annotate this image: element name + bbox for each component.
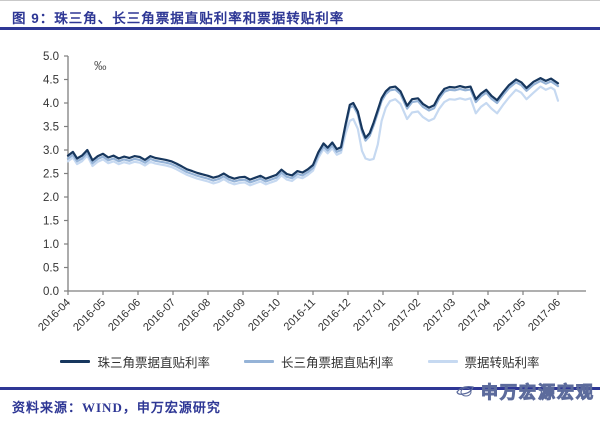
- x-tick-label: 2016-05: [71, 297, 108, 334]
- x-tick-label: 2017-05: [491, 297, 528, 334]
- x-tick-label: 2017-04: [456, 297, 493, 334]
- legend-line-swatch: [60, 360, 91, 363]
- watermark-text: 申万宏源宏观: [481, 382, 595, 402]
- x-tick-label: 2016-12: [316, 297, 353, 334]
- legend-item-changsanjiao: 长三角票据直贴利率: [243, 352, 394, 371]
- y-tick-label: 5.0: [43, 51, 59, 63]
- chart-legend: 珠三角票据直贴利率 长三角票据直贴利率 票据转贴利率: [0, 352, 600, 371]
- series-line-0: [66, 76, 560, 181]
- x-tick-label: 2017-01: [351, 297, 388, 334]
- x-tick-label: 2017-03: [421, 297, 458, 334]
- x-tick-label: 2016-07: [141, 297, 178, 334]
- legend-item-zhusanjiao: 珠三角票据直贴利率: [60, 352, 210, 371]
- y-tick-label: 4.0: [43, 98, 59, 110]
- y-tick-label: 0.5: [43, 263, 59, 275]
- y-tick-label: 1.5: [43, 216, 59, 228]
- footer-divider: [0, 387, 600, 390]
- y-tick-label: 2.5: [43, 169, 59, 181]
- title-divider: [0, 27, 600, 30]
- y-tick-label: 3.0: [43, 145, 59, 157]
- x-tick-label: 2017-06: [526, 297, 563, 334]
- y-tick-label: 4.5: [43, 75, 59, 87]
- x-tick-label: 2016-06: [106, 297, 143, 334]
- y-tick-label: 1.0: [43, 239, 59, 251]
- x-tick-label: 2016-10: [246, 297, 283, 334]
- data-source-note: 资料来源：WIND，申万宏源研究: [12, 400, 221, 415]
- brand-watermark: 申万宏源宏观: [456, 382, 595, 403]
- x-tick-label: 2016-08: [176, 297, 213, 334]
- y-tick-label: 0.0: [43, 286, 59, 298]
- legend-item-zhuantie: 票据转贴利率: [427, 352, 540, 371]
- series-line-1: [66, 79, 560, 184]
- x-tick-label: 2016-09: [211, 297, 248, 334]
- legend-label: 票据转贴利率: [464, 356, 540, 370]
- x-tick-label: 2016-11: [282, 297, 318, 333]
- watermark-logo-icon: [456, 385, 474, 397]
- figure-title: 图 9：珠三角、长三角票据直贴利率和票据转贴利率: [12, 11, 345, 26]
- series-line-2: [66, 85, 560, 187]
- legend-line-swatch: [427, 360, 458, 363]
- line-chart: 0.0 0.5 1.0 1.5 2.0 2.5 3.0 3.5 4.0 4.5 5.0 ‰ 2016-0…: [36, 51, 586, 334]
- y-axis-unit-label: ‰: [94, 59, 107, 73]
- legend-label: 珠三角票据直贴利率: [97, 356, 210, 370]
- x-tick-label: 2017-02: [386, 297, 423, 334]
- y-tick-label: 2.0: [43, 192, 59, 204]
- y-tick-label: 3.5: [43, 122, 59, 134]
- x-tick-label: 2016-04: [36, 297, 73, 334]
- legend-label: 长三角票据直贴利率: [280, 356, 394, 370]
- legend-line-swatch: [243, 360, 274, 363]
